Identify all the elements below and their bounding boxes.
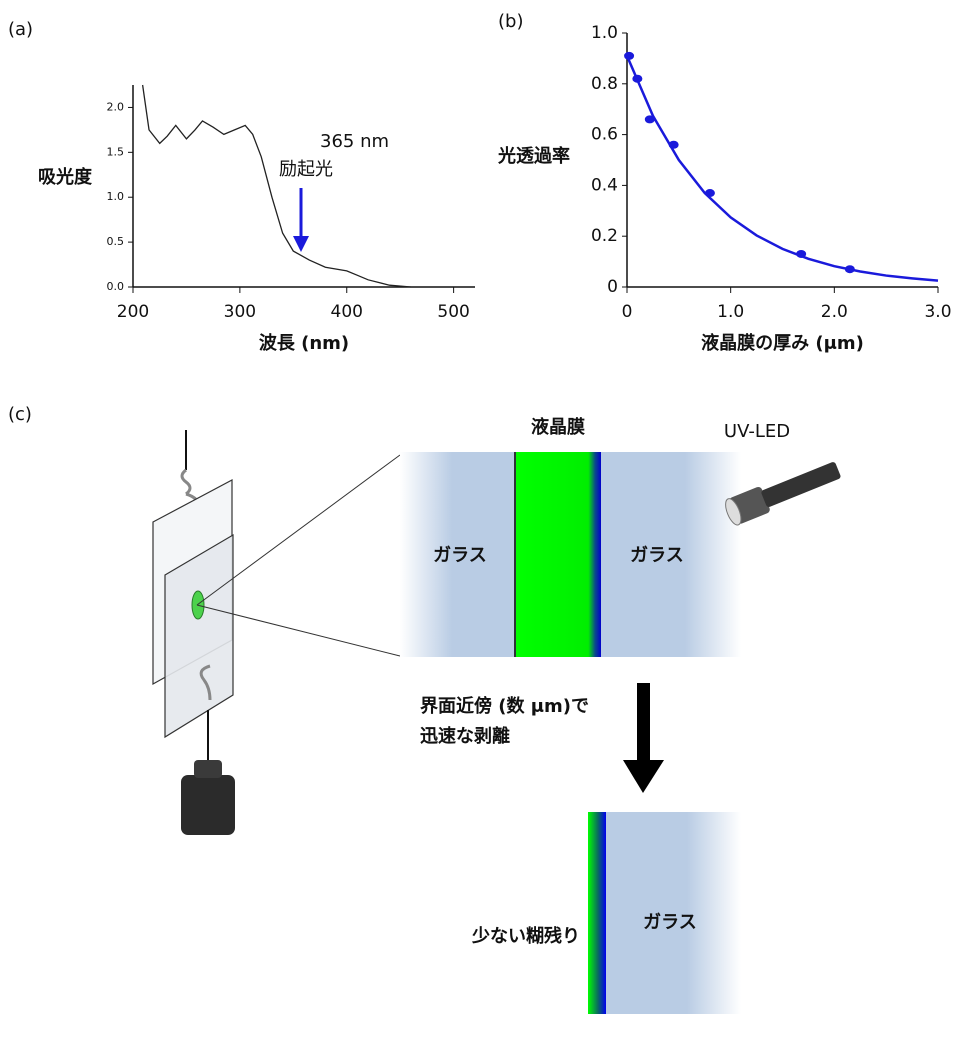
y-tick-label: 1.0 (591, 23, 618, 43)
panel-label: (a) (8, 19, 33, 40)
y-tick-label: 0.0 (107, 280, 125, 293)
data-point (644, 115, 655, 124)
y-tick-label: 1.5 (107, 145, 125, 158)
y-tick-label: 0.6 (591, 125, 618, 145)
x-axis-label: 波長 (nm) (259, 332, 349, 354)
residue-label: 少ない糊残り (471, 925, 580, 947)
y-tick-label: 0 (607, 277, 618, 297)
arrow-head (623, 760, 664, 793)
panel-label: (b) (498, 11, 523, 32)
residue (588, 812, 606, 1014)
y-axis-label: 吸光度 (38, 166, 93, 188)
glass-label: ガラス (630, 545, 684, 566)
light-label: UV-LED (724, 421, 790, 442)
glass (601, 452, 741, 657)
glass (400, 452, 516, 657)
uv-led (725, 462, 841, 526)
glass-label: ガラス (643, 912, 697, 933)
y-tick-label: 0.4 (591, 175, 618, 195)
panel-label: (c) (8, 404, 32, 425)
y-axis-label: 光透過率 (497, 145, 570, 167)
glass (606, 812, 741, 1014)
x-axis-label: 液晶膜の厚み (μm) (701, 332, 864, 354)
x-tick-label: 200 (117, 302, 149, 322)
x-tick-label: 1.0 (717, 302, 744, 322)
y-tick-label: 0.5 (107, 235, 125, 248)
note: 界面近傍 (数 μm)で (420, 695, 589, 717)
x-tick-label: 400 (331, 302, 363, 322)
x-tick-label: 500 (437, 302, 469, 322)
arrow (637, 683, 650, 763)
x-tick-label: 2.0 (821, 302, 848, 322)
x-tick-label: 300 (224, 302, 256, 322)
annotation: 365 nm (320, 131, 389, 152)
film-label: 液晶膜 (531, 416, 585, 438)
note: 迅速な剥離 (420, 725, 510, 747)
arrow-head (293, 236, 309, 252)
glass-label: ガラス (433, 545, 487, 566)
annotation: 励起光 (279, 159, 333, 180)
x-tick-label: 3.0 (924, 302, 951, 322)
apparatus (152, 430, 401, 835)
y-tick-label: 0.8 (591, 74, 618, 94)
x-tick-label: 0 (622, 302, 633, 322)
y-tick-label: 1.0 (107, 190, 125, 203)
fit-line (625, 55, 939, 282)
y-tick-label: 2.0 (107, 100, 125, 113)
y-tick-label: 0.2 (591, 226, 618, 246)
spectrum-line (141, 84, 411, 288)
lc-film (516, 452, 601, 657)
